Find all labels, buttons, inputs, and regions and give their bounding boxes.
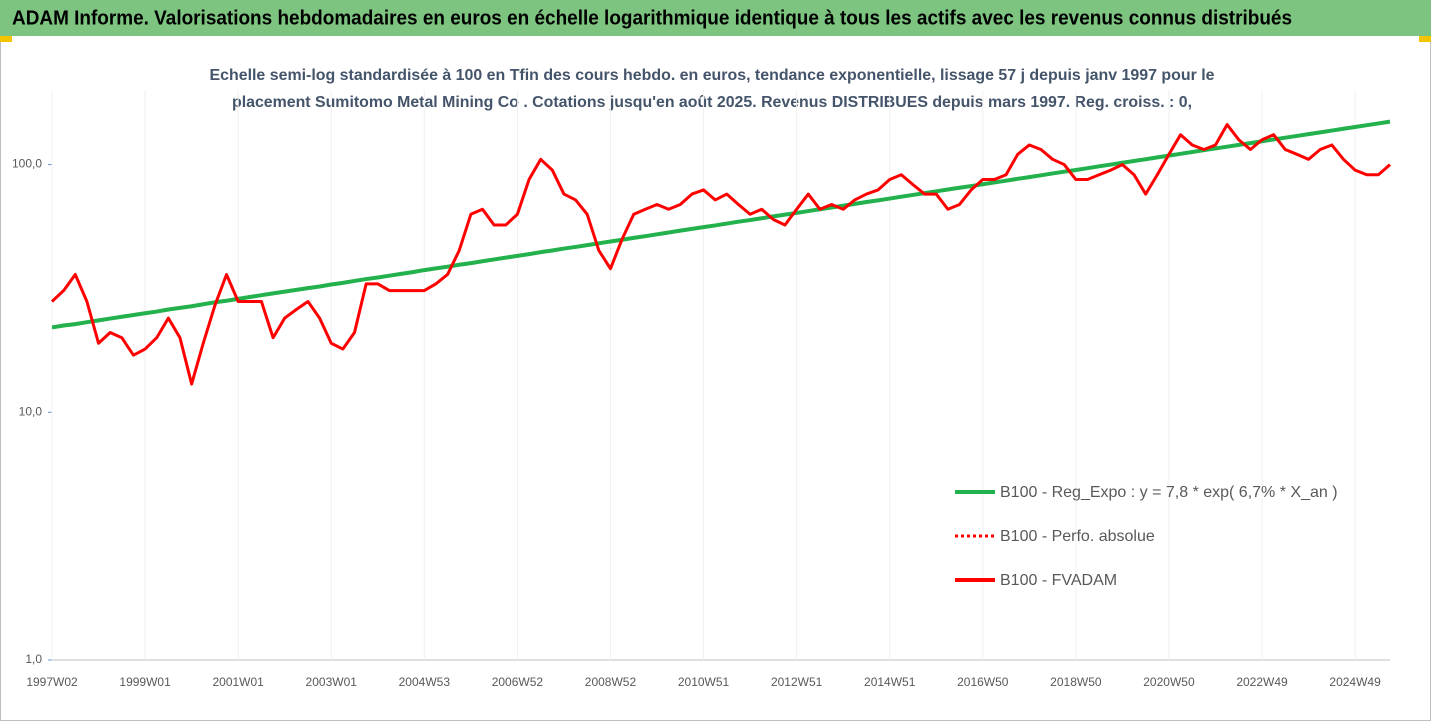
x-tick-label: 2020W50	[1143, 675, 1195, 689]
header-bar	[0, 0, 1431, 36]
chart-title: Echelle semi-log standardisée à 100 en T…	[210, 67, 1215, 84]
x-tick-label: 2016W50	[957, 675, 1009, 689]
x-tick-label: 1999W01	[119, 675, 171, 689]
legend-label: B100 - Reg_Expo : y = 7,8 * exp( 6,7% * …	[1000, 484, 1338, 501]
x-tick-label: 2024W49	[1329, 675, 1381, 689]
x-tick-label: 2018W50	[1050, 675, 1102, 689]
x-tick-label: 2022W49	[1236, 675, 1288, 689]
x-tick-label: 1997W02	[26, 675, 78, 689]
x-tick-label: 2012W51	[771, 675, 823, 689]
corner-mark	[1419, 36, 1431, 42]
legend-label: B100 - Perfo. absolue	[1000, 528, 1155, 545]
x-tick-label: 2001W01	[212, 675, 264, 689]
y-tick-label: 100,0	[12, 157, 42, 171]
data-line	[50, 123, 1391, 386]
corner-mark	[0, 36, 12, 42]
header-title: ADAM Informe. Valorisations hebdomadaire…	[12, 7, 1292, 29]
y-tick-label: 10,0	[19, 404, 43, 418]
x-tick-label: 2014W51	[864, 675, 916, 689]
x-tick-label: 2010W51	[678, 675, 730, 689]
y-tick-label: 1,0	[25, 652, 42, 666]
x-tick-label: 2006W52	[492, 675, 544, 689]
legend-label: B100 - FVADAM	[1000, 572, 1117, 589]
chart-title: placement Sumitomo Metal Mining Co . Cot…	[232, 94, 1192, 111]
x-tick-label: 2004W53	[399, 675, 451, 689]
x-tick-label: 2003W01	[306, 675, 358, 689]
x-tick-label: 2008W52	[585, 675, 637, 689]
